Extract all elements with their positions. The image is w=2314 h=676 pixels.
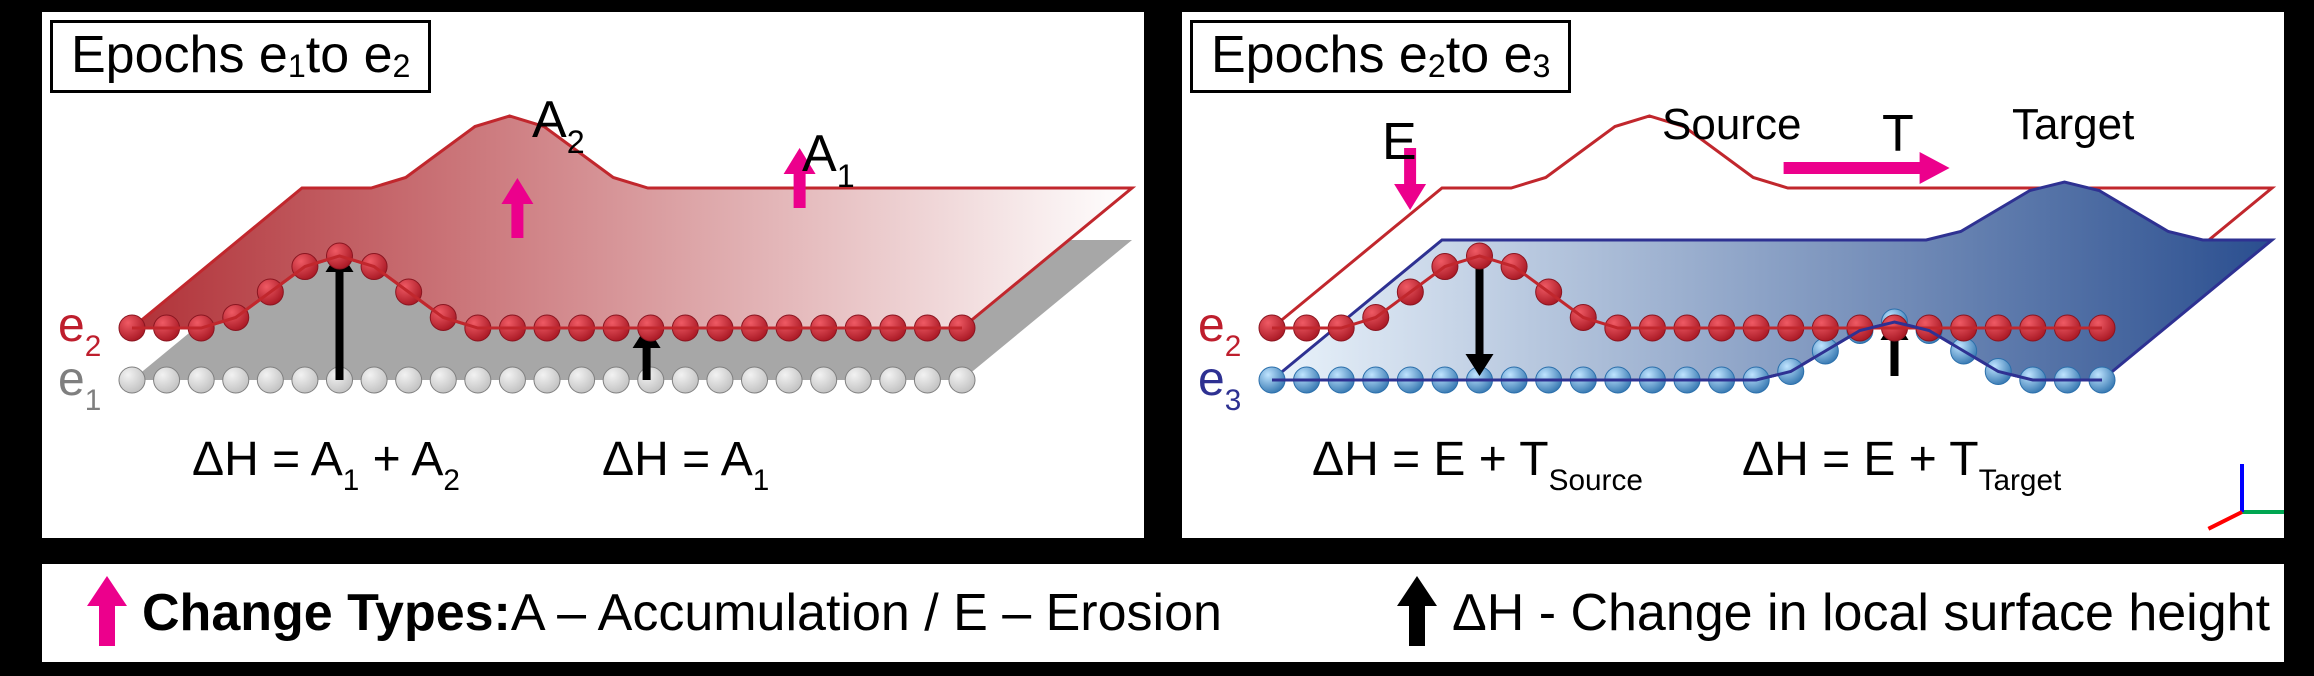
legend-dh-label: ΔH - Change in local surface height bbox=[1452, 583, 2270, 643]
E-label: E bbox=[1382, 112, 1417, 172]
panel-epochs-e1-e2: Epochs e 1 to e 2 bbox=[36, 6, 1150, 544]
panel-epochs-e2-e3: Epochs e 2 to e 3 e bbox=[1176, 6, 2290, 544]
black-up-arrow-icon bbox=[1382, 568, 1452, 658]
target-label: Target bbox=[2012, 100, 2134, 150]
e1-label: e1 bbox=[58, 352, 101, 414]
legend-change-types-desc: A – Accumulation / E – Erosion bbox=[511, 583, 1222, 643]
e2-label: e2 bbox=[58, 298, 101, 360]
eq-dh-a1-a2: ΔH = A1 + A2 bbox=[192, 432, 460, 494]
e3-label: e3 bbox=[1198, 352, 1241, 414]
A2-label: A2 bbox=[532, 90, 585, 156]
eq-dh-e-ttarget: ΔH = E + TTarget bbox=[1742, 432, 2061, 494]
e2-label-right: e2 bbox=[1198, 298, 1241, 360]
legend-change-types-label: Change Types: bbox=[142, 583, 511, 643]
legend-bar: Change Types: A – Accumulation / E – Ero… bbox=[36, 558, 2290, 668]
eq-dh-e-tsource: ΔH = E + TSource bbox=[1312, 432, 1643, 494]
source-label: Source bbox=[1662, 100, 1801, 150]
eq-dh-a1: ΔH = A1 bbox=[602, 432, 769, 494]
page-root: Epochs e 1 to e 2 bbox=[0, 0, 2314, 676]
pink-up-arrow-icon bbox=[72, 568, 142, 658]
T-label: T bbox=[1882, 104, 1914, 164]
A1-label: A1 bbox=[802, 124, 855, 190]
